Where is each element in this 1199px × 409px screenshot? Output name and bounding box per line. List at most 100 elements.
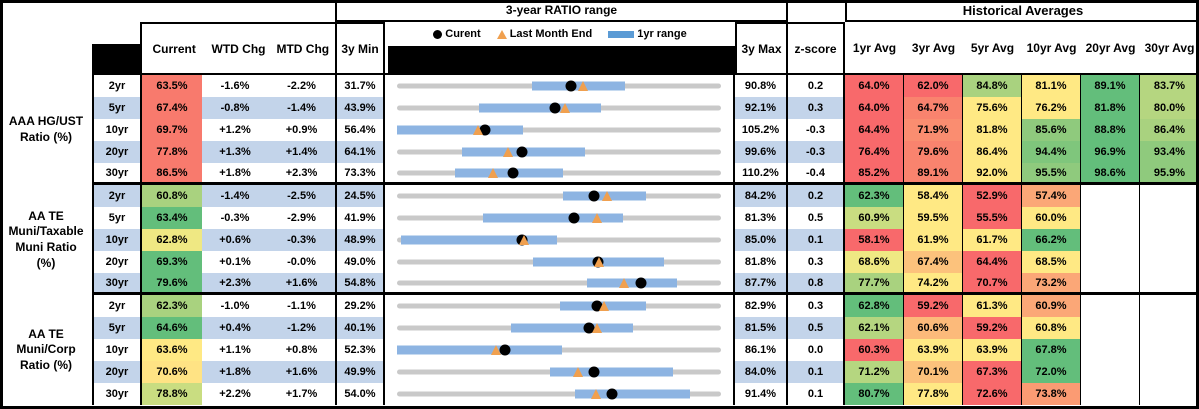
avg-column-headers: 1yr Avg 3yr Avg 5yr Avg 10yr Avg 20yr Avg 30y… [845,22,1199,75]
last-month-triangle-marker [602,191,613,201]
chart-track-area [397,383,721,405]
last-month-triangle-marker [560,103,571,113]
tenor-label: 2yr [92,295,140,317]
avg-value [1140,317,1199,339]
ratio-range-chart [385,317,735,339]
avg-value: 92.0% [963,163,1022,182]
range-min-value: 49.0% [335,251,385,273]
range-min-value: 40.1% [335,317,385,339]
current-dot-marker [591,300,603,312]
mtd-chg-value: +0.8% [285,344,318,356]
mtd-chg-value: -1.2% [268,317,335,339]
range-min-value: 54.8% [335,273,385,292]
avg-value: 60.9% [845,207,904,229]
ratio-range-chart [385,383,735,405]
range-max-value: 81.5% [735,317,788,339]
table-row: 20yr 70.6% +1.8% +1.6% 49.9% 84.0% 0.1 71.2% 70.… [0,361,1199,383]
mtd-chg-value: -1.4% [268,97,335,119]
avg-value [1081,273,1140,292]
range-bar-icon [608,30,635,38]
avg-value [1081,383,1140,405]
ratio-range-chart [385,97,735,119]
last-month-triangle-marker [577,81,588,91]
row-group-label-line: Ratio (%) [20,357,72,372]
current-dot-marker [588,190,600,202]
z-score-value: 0.3 [788,251,845,273]
chart-track-area [397,119,721,141]
table-row: 5yr 64.6% +0.4% -1.2% 40.1% 81.5% 0.5 62.1% 60.6… [0,317,1199,339]
current-dot-marker [635,277,647,288]
avg-value: 86.4% [1140,119,1199,141]
row-group-label-line: Muni/Corp [16,342,76,357]
row-group-label-line: Ratio (%) [20,130,72,144]
chart-track-area [397,141,721,163]
ratio-range-chart [385,361,735,383]
mtd-chg-value: -2.2% [287,80,316,92]
avg-value: 81.8% [963,119,1022,141]
range-min-value: 73.3% [335,163,385,182]
range-track [397,303,721,309]
row-group-label-line: AAA HG/UST [8,114,84,129]
1yr-range-bar [549,367,674,377]
range-max-value: 90.8% [735,75,788,97]
range-max-value: 84.2% [735,185,788,207]
chart-track-area [397,339,721,361]
avg-value: 64.4% [963,251,1022,273]
range-max-value: 81.8% [735,251,788,273]
avg-value [1081,185,1140,207]
tenor-label: 10yr [92,339,140,361]
avg-value: 95.5% [1022,163,1081,182]
legend-row: Curent Last Month End 1yr range [385,22,735,46]
z-score-value: 0.5 [788,317,845,339]
avg-value: 89.1% [904,163,963,182]
table-row: 20yr 69.3% +0.1% -0.0% 49.0% 81.8% 0.3 68.6% 67.… [0,251,1199,273]
range-min-value: 24.5% [335,185,385,207]
current-dot-marker [583,322,595,334]
avg-value: 68.5% [1022,251,1081,273]
tenor-label: 5yr [92,317,140,339]
range-max-value: 110.2% [735,163,788,182]
avg-value: 62.0% [904,75,963,97]
avg-value: 52.9% [963,185,1022,207]
current-value: 70.6% [140,361,202,383]
avg-column-header: 3yr Avg [911,40,956,55]
avg-value: 62.1% [845,317,904,339]
avg-value: 81.8% [1081,97,1140,119]
legend-current-label: Curent [445,28,481,40]
wtd-chg-value: +0.1% [219,256,251,268]
avg-value [1140,361,1199,383]
last-month-triangle-marker [473,125,483,135]
range-min-value: 54.0% [335,383,385,405]
avg-value: 70.1% [904,361,963,383]
tenor-label: 20yr [92,361,140,383]
avg-value [1140,229,1199,251]
chart-track-area [397,361,721,383]
wtd-chg-value: -1.6% [220,80,250,92]
avg-value: 80.0% [1140,97,1199,119]
range-min-value: 48.9% [335,229,385,251]
chart-track-area [397,273,721,292]
avg-value: 60.6% [904,317,963,339]
wtd-chg-value: +1.3% [202,141,268,163]
wtd-chg-value: -1.4% [202,185,268,207]
avg-value: 58.4% [904,185,963,207]
range-track [397,193,721,199]
avg-column-header: 5yr Avg [970,40,1015,55]
z-score-value: 0.0 [788,339,845,361]
avg-value: 95.9% [1140,163,1199,182]
avg-value: 67.8% [1022,339,1081,361]
ratio-range-chart [385,207,735,229]
ratio-range-chart [385,185,735,207]
mtd-chg-column-header: MTD Chg [276,41,330,56]
last-month-triangle-marker [591,213,602,223]
current-dot-marker [499,344,511,356]
avg-value: 83.7% [1140,75,1199,97]
avg-value: 98.6% [1081,163,1140,182]
avg-value: 86.4% [963,141,1022,163]
tenor-label: 5yr [92,97,140,119]
avg-value: 55.5% [963,207,1022,229]
chart-track-area [397,317,721,339]
current-value: 62.8% [140,229,202,251]
wtd-chg-value: +2.2% [219,388,251,400]
1yr-range-bar [397,345,562,355]
